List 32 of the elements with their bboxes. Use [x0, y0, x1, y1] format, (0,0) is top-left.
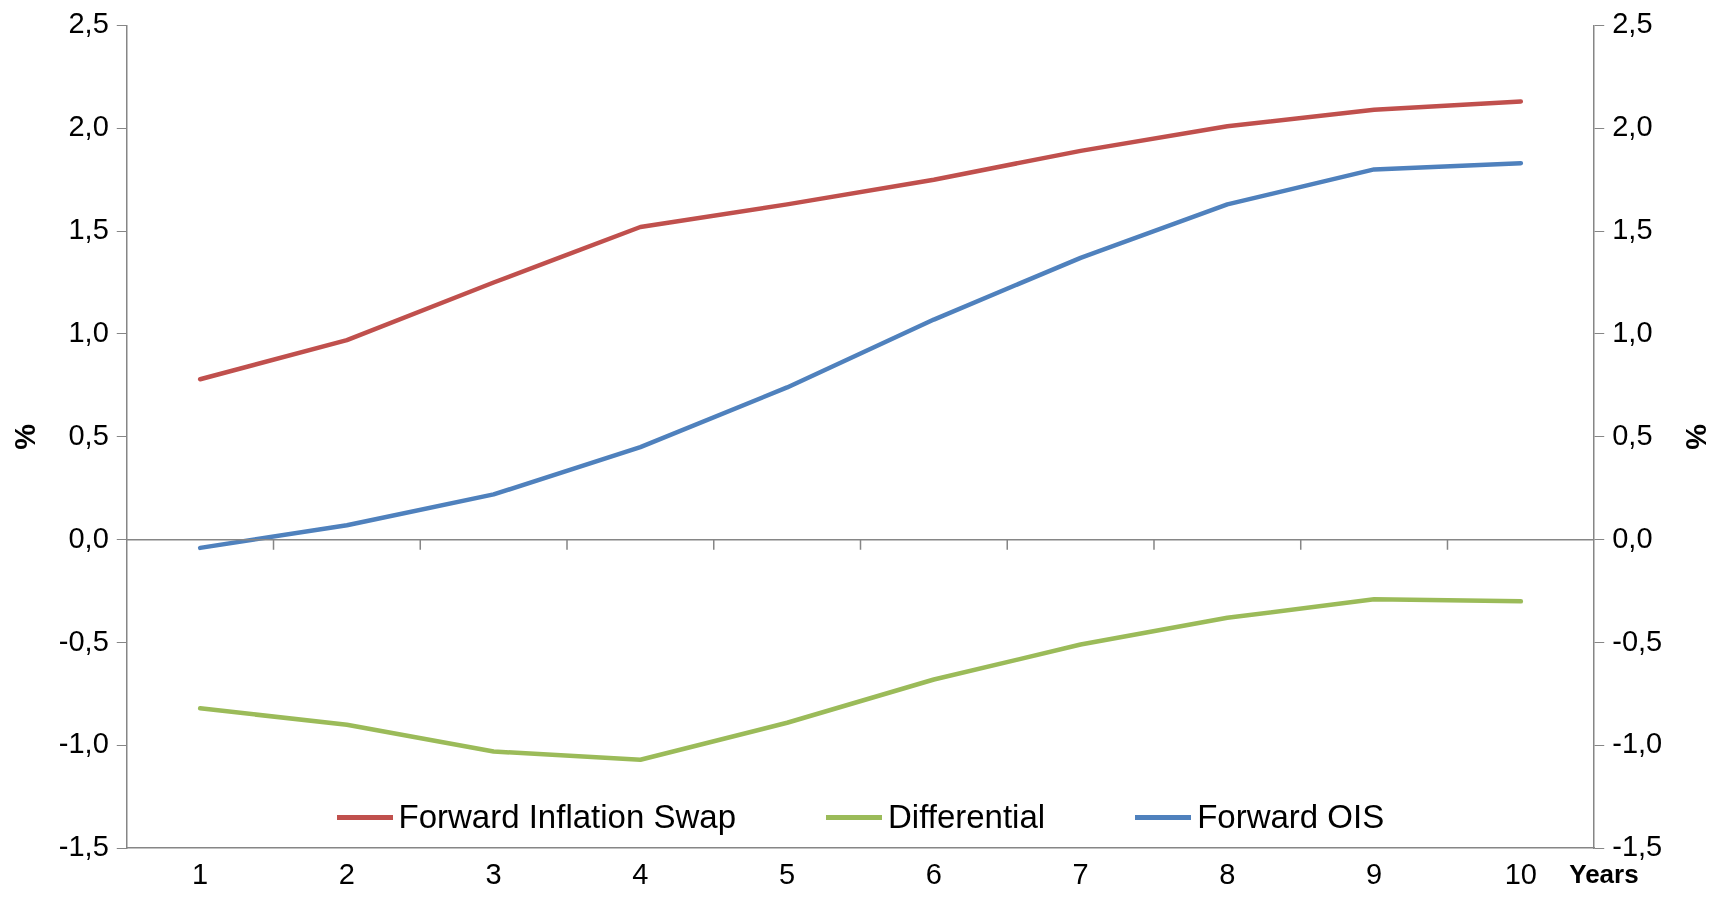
y-axis-title: % [9, 423, 42, 450]
y-tick-label: 1,0 [68, 315, 109, 348]
y-tick-label: -1,0 [58, 727, 109, 760]
x-tick-label: 10 [1504, 857, 1537, 890]
legend-label: Forward OIS [1197, 798, 1385, 837]
y2-tick-label: 0,0 [1612, 521, 1653, 554]
legend-label: Differential [888, 798, 1046, 837]
y2-tick-label: 2,0 [1612, 110, 1653, 143]
y-tick-label: 0,0 [68, 521, 109, 554]
y2-tick-label: 2,5 [1612, 7, 1653, 40]
y2-axis-title: % [1679, 423, 1712, 450]
x-tick-label: 2 [338, 857, 355, 890]
x-tick-label: 8 [1219, 857, 1236, 890]
y-tick-label: 2,0 [68, 110, 109, 143]
x-tick-label: 4 [632, 857, 649, 890]
y2-tick-label: -0,5 [1612, 624, 1663, 657]
y-tick-label: -1,5 [58, 830, 109, 863]
y-tick-label: 0,5 [68, 418, 109, 451]
y2-tick-label: -1,0 [1612, 727, 1663, 760]
x-tick-label: 1 [192, 857, 209, 890]
y2-tick-label: 0,5 [1612, 418, 1653, 451]
x-tick-label: 7 [1072, 857, 1089, 890]
legend-label: Forward Inflation Swap [398, 798, 736, 837]
x-tick-label: 5 [779, 857, 796, 890]
y-tick-label: 1,5 [68, 213, 109, 246]
y-tick-label: 2,5 [68, 7, 109, 40]
y2-tick-label: 1,5 [1612, 213, 1653, 246]
y-tick-label: -0,5 [58, 624, 109, 657]
x-tick-label: 9 [1366, 857, 1383, 890]
y2-tick-label: 1,0 [1612, 315, 1653, 348]
x-tick-label: 6 [925, 857, 942, 890]
x-tick-label: 3 [485, 857, 502, 890]
